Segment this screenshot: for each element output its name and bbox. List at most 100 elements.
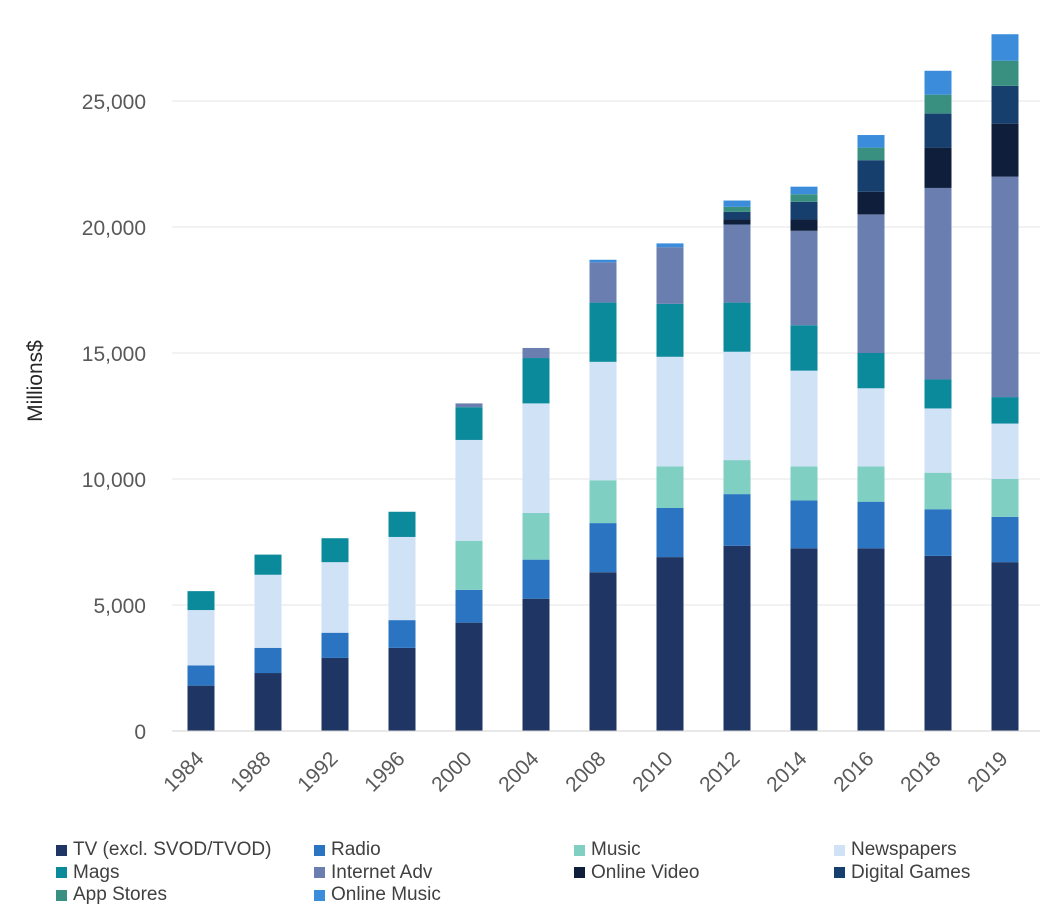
bar-segment — [723, 200, 751, 207]
legend-item: Online Video — [574, 862, 699, 884]
bar-segment — [522, 559, 550, 599]
legend-swatch — [56, 867, 67, 878]
bar-segment — [723, 460, 751, 495]
legend-item: TV (excl. SVOD/TVOD) — [56, 839, 271, 861]
legend-swatch — [314, 867, 325, 878]
bar-segment — [187, 685, 215, 731]
bar-segment — [656, 303, 684, 357]
x-tick-label: 2014 — [762, 747, 812, 797]
bar-segment — [924, 147, 952, 188]
bar-segment — [321, 562, 349, 633]
bar-segment — [857, 135, 885, 148]
legend-label: Digital Games — [851, 861, 971, 883]
bar-segment — [991, 60, 1019, 86]
bar-segment — [924, 472, 952, 510]
bar-segment — [522, 403, 550, 514]
legend-swatch — [574, 844, 585, 856]
bar-segment — [388, 536, 416, 621]
bar-segment — [589, 302, 617, 362]
legend-swatch — [834, 844, 845, 856]
bar-segment — [790, 194, 818, 202]
x-tick-label: 2000 — [427, 747, 476, 796]
x-tick-label: 2016 — [829, 747, 878, 796]
bar-segment — [991, 423, 1019, 479]
bar-segment — [790, 201, 818, 220]
x-tick-label: 1984 — [159, 747, 209, 797]
legend-label: Radio — [331, 839, 381, 860]
y-tick-label: 5,000 — [93, 595, 146, 618]
bar-segment — [388, 620, 416, 648]
bars — [187, 34, 1019, 731]
bar-segment — [991, 123, 1019, 177]
legend-item: Online Music — [314, 884, 441, 906]
bar-segment — [254, 647, 282, 674]
bar-segment — [254, 574, 282, 648]
bar-segment — [187, 591, 215, 611]
legend-item: Digital Games — [834, 862, 970, 884]
bar-segment — [656, 247, 684, 304]
legend-item: Internet Adv — [314, 862, 432, 884]
x-tick-label: 2010 — [628, 747, 677, 796]
bar-segment — [656, 243, 684, 248]
bar-segment — [924, 379, 952, 409]
bar-segment — [656, 356, 684, 467]
bar-segment — [857, 466, 885, 502]
bar-segment — [455, 439, 483, 541]
legend-label: Internet Adv — [331, 861, 433, 883]
bar-segment — [790, 219, 818, 231]
bar-segment — [723, 494, 751, 546]
x-tick-label: 2004 — [494, 747, 544, 797]
y-axis-ticks: 0 5,000 10,000 15,000 20,000 25,000 — [82, 91, 146, 744]
bar-segment — [991, 479, 1019, 517]
bar-segment — [589, 262, 617, 303]
bar-segment — [991, 397, 1019, 424]
bar-segment — [857, 160, 885, 192]
legend-swatch — [834, 867, 845, 878]
bar-segment — [656, 557, 684, 731]
bar-segment — [991, 34, 1019, 61]
legend-label: App Stores — [73, 884, 167, 905]
bar-segment — [522, 513, 550, 560]
legend-item: Music — [574, 839, 641, 861]
bar-segment — [589, 480, 617, 524]
bar-segment — [924, 408, 952, 473]
bar-segment — [924, 509, 952, 556]
x-axis-ticks: 1984 1988 1992 1996 2000 2004 2008 2010 2012 2014… — [159, 747, 1012, 797]
bar-segment — [656, 507, 684, 558]
legend-swatch — [56, 844, 67, 856]
bar-segment — [455, 622, 483, 731]
x-tick-label: 2018 — [896, 747, 945, 796]
legend-item: Newspapers — [834, 839, 957, 861]
y-tick-label: 10,000 — [82, 469, 146, 492]
x-tick-label: 2012 — [695, 747, 744, 796]
bar-segment — [790, 186, 818, 195]
bar-segment — [723, 545, 751, 731]
bar-segment — [589, 259, 617, 263]
bar-segment — [857, 548, 885, 731]
bar-segment — [254, 554, 282, 575]
bar-segment — [857, 191, 885, 215]
legend-item: Mags — [56, 862, 119, 884]
bar-segment — [924, 555, 952, 731]
bar-segment — [455, 407, 483, 440]
bar-segment — [991, 516, 1019, 563]
legend-item: Radio — [314, 839, 381, 861]
legend-label: Online Video — [591, 861, 700, 883]
bar-segment — [723, 211, 751, 220]
bar-segment — [924, 94, 952, 114]
legend-label: Newspapers — [851, 839, 957, 860]
y-tick-label: 15,000 — [82, 343, 146, 366]
bar-segment — [388, 511, 416, 537]
bar-segment — [991, 85, 1019, 124]
bar-segment — [455, 589, 483, 623]
bar-segment — [857, 147, 885, 161]
bar-segment — [790, 548, 818, 731]
bar-segment — [321, 538, 349, 563]
bar-segment — [723, 224, 751, 303]
x-tick-label: 1992 — [293, 747, 342, 796]
bar-segment — [254, 673, 282, 731]
x-tick-label: 2019 — [963, 747, 1012, 796]
y-tick-label: 25,000 — [82, 91, 146, 114]
bar-segment — [790, 466, 818, 501]
